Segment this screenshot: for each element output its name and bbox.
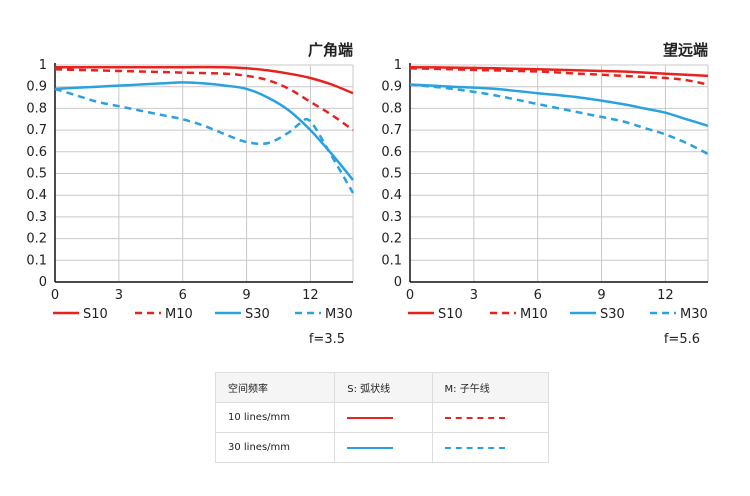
chart1-y-tick-label: 0.4 bbox=[26, 188, 47, 203]
chart2-y-tick-label: 0.7 bbox=[381, 123, 402, 138]
swatch-m10 bbox=[431, 402, 550, 433]
chart1-y-tick-label: 0.6 bbox=[26, 145, 47, 160]
chart1-f-number-label: f=3.5 bbox=[309, 332, 345, 347]
chart1-y-tick-label: 0.1 bbox=[26, 253, 47, 268]
chart2-legend-label-s10: S10 bbox=[438, 307, 463, 322]
chart2-y-tick-label: 0.6 bbox=[381, 145, 402, 160]
chart2-x-tick-label: 9 bbox=[597, 288, 605, 303]
chart2-y-tick-label: 0.9 bbox=[381, 80, 402, 95]
swatch-m30 bbox=[431, 432, 550, 463]
chart1-y-tick-label: 1 bbox=[39, 58, 47, 73]
chart2-series-m30 bbox=[409, 83, 709, 156]
chart2-y-tick-label: 0.8 bbox=[381, 101, 402, 116]
chart1-x-tick-label: 9 bbox=[242, 288, 250, 303]
chart1-legend-label-s10: S10 bbox=[83, 307, 108, 322]
chart1-y-tick-label: 0.8 bbox=[26, 101, 47, 116]
chart2-f-number-label: f=5.6 bbox=[664, 332, 700, 347]
chart2-series-m10 bbox=[409, 67, 709, 86]
chart1-y-tick-label: 0.7 bbox=[26, 123, 47, 138]
chart2-legend-label-s30: S30 bbox=[600, 307, 625, 322]
chart1-x-tick-label: 3 bbox=[115, 288, 123, 303]
chart2-x-tick-label: 0 bbox=[406, 288, 414, 303]
header-meridional: M: 子午线 bbox=[431, 372, 550, 403]
chart1-series-m30 bbox=[54, 87, 355, 194]
chart2-y-tick-label: 0.3 bbox=[381, 210, 402, 225]
chart1-y-tick-label: 0.5 bbox=[26, 167, 47, 182]
legend-table-row: 30 lines/mm bbox=[214, 432, 550, 463]
row-label-30: 30 lines/mm bbox=[214, 432, 336, 463]
chart1-series-s10 bbox=[55, 65, 354, 95]
swatch-s30 bbox=[334, 432, 433, 463]
chart1-series-s30 bbox=[54, 81, 354, 181]
legend-table-header-row: 空间频率 S: 弧状线 M: 子午线 bbox=[214, 372, 550, 403]
chart2-legend-label-m30: M30 bbox=[680, 307, 708, 322]
chart1-y-tick-label: 0.2 bbox=[26, 232, 47, 247]
chart2-x-tick-label: 6 bbox=[534, 288, 542, 303]
row-label-10: 10 lines/mm bbox=[214, 402, 336, 433]
chart1-y-tick-label: 0 bbox=[39, 275, 47, 290]
chart1-x-tick-label: 12 bbox=[302, 288, 319, 303]
chart2-y-tick-label: 1 bbox=[394, 58, 402, 73]
chart2-series-s30 bbox=[409, 83, 709, 127]
chart2-y-tick-label: 0.2 bbox=[381, 232, 402, 247]
chart1-legend-label-m10: M10 bbox=[165, 307, 193, 322]
chart1-x-tick-label: 0 bbox=[51, 288, 59, 303]
header-sagittal: S: 弧状线 bbox=[334, 372, 433, 403]
chart2-y-tick-label: 0 bbox=[394, 275, 402, 290]
chart1-series-m10 bbox=[54, 68, 354, 132]
chart1-legend-label-s30: S30 bbox=[245, 307, 270, 322]
chart2-y-tick-label: 0.1 bbox=[381, 253, 402, 268]
chart1-y-tick-label: 0.9 bbox=[26, 80, 47, 95]
chart2-x-tick-label: 12 bbox=[657, 288, 674, 303]
swatch-s10 bbox=[334, 402, 433, 433]
legend-table: 空间频率 S: 弧状线 M: 子午线 10 lines/mm 30 lines/… bbox=[214, 372, 550, 463]
header-frequency: 空间频率 bbox=[214, 372, 336, 403]
chart1-y-tick-label: 0.3 bbox=[26, 210, 47, 225]
chart2-title: 望远端 bbox=[663, 41, 708, 59]
legend-table-row: 10 lines/mm bbox=[214, 402, 550, 433]
chart1-title: 广角端 bbox=[308, 41, 353, 59]
chart2-x-tick-label: 3 bbox=[470, 288, 478, 303]
chart2-y-tick-label: 0.5 bbox=[381, 167, 402, 182]
chart2-legend-label-m10: M10 bbox=[520, 307, 548, 322]
chart2-series-s10 bbox=[409, 65, 709, 78]
chart1-legend-label-m30: M30 bbox=[325, 307, 353, 322]
chart2-y-tick-label: 0.4 bbox=[381, 188, 402, 203]
chart1-x-tick-label: 6 bbox=[179, 288, 187, 303]
